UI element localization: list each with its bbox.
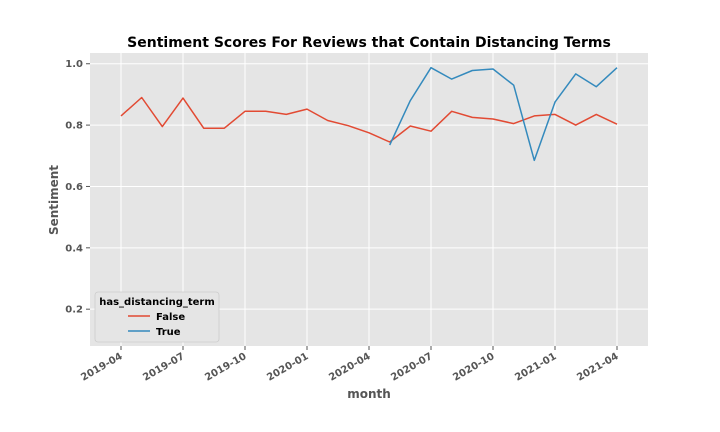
x-tick-label: 2020-04 xyxy=(327,351,372,383)
legend-title: has_distancing_term xyxy=(99,297,215,308)
x-tick-label: 2019-10 xyxy=(203,351,248,383)
legend-box xyxy=(94,291,220,343)
x-tick-label: 2021-01 xyxy=(513,351,558,383)
y-tick-label: 1.0 xyxy=(65,59,83,70)
legend-label-true: True xyxy=(156,327,181,338)
x-tick-label: 2019-07 xyxy=(141,351,186,383)
series-layer xyxy=(120,66,618,162)
y-tick-label: 0.4 xyxy=(65,243,83,254)
y-axis-label: Sentiment xyxy=(47,165,61,235)
x-tick-label: 2020-07 xyxy=(389,351,434,383)
y-tick-label: 0.2 xyxy=(65,305,83,316)
series-line-false xyxy=(120,96,618,143)
x-axis-ticks: 2019-04 2019-07 2019-10 2020-01 2020-04 2020-… xyxy=(79,346,621,384)
y-tick-label: 0.8 xyxy=(65,121,83,132)
chart-title: Sentiment Scores For Reviews that Contai… xyxy=(127,35,611,51)
series-line-true xyxy=(389,66,618,162)
legend: has_distancing_term False True xyxy=(94,291,220,343)
legend-label-false: False xyxy=(156,312,185,323)
y-axis-ticks: 0.2 0.4 0.6 0.8 1.0 xyxy=(65,59,90,316)
x-axis-label: month xyxy=(347,387,391,401)
x-tick-label: 2020-01 xyxy=(265,351,310,383)
x-tick-label: 2020-10 xyxy=(451,351,496,383)
x-tick-label: 2019-04 xyxy=(79,351,124,383)
y-tick-label: 0.6 xyxy=(65,182,83,193)
x-tick-label: 2021-04 xyxy=(575,351,620,383)
